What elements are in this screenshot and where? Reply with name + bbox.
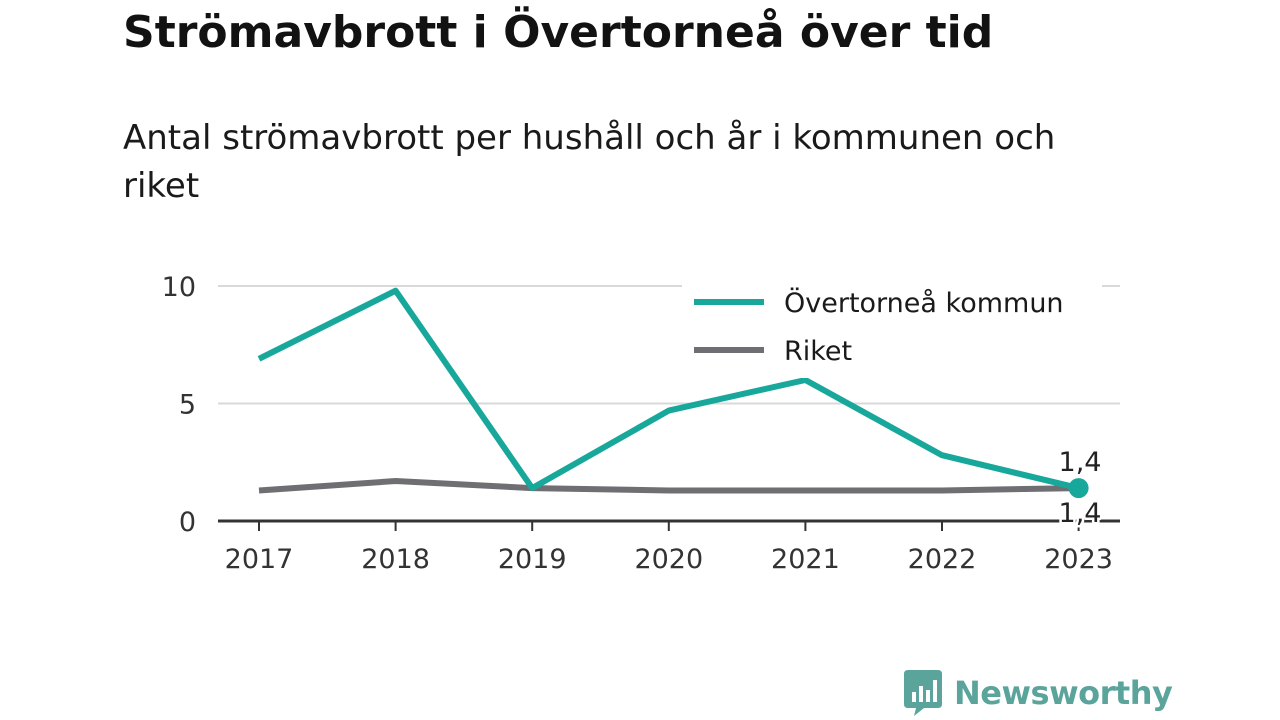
end-point-marker (1068, 478, 1089, 499)
line-chart: 0 5 10 2017 2018 2019 2020 2021 2022 2023 1,4 1,4 Öv… (162, 272, 1120, 575)
legend-label: Riket (784, 336, 852, 367)
legend-label: Övertorneå kommun (784, 287, 1064, 319)
newsworthy-logo: Newsworthy (902, 668, 1173, 718)
legend-background (682, 278, 1102, 378)
y-tick-label: 10 (162, 272, 196, 303)
x-tick-label: 2018 (361, 544, 430, 575)
x-tick-label: 2022 (908, 544, 977, 575)
series-line-overtornea-kommun (257, 287, 1080, 492)
newsworthy-logo-text: Newsworthy (954, 674, 1173, 712)
x-tick-label: 2023 (1044, 544, 1113, 575)
end-value-label: 1,4 (1059, 498, 1102, 529)
x-tick-label: 2020 (634, 544, 703, 575)
series-line-riket (258, 478, 1079, 494)
x-tick-label: 2019 (498, 544, 567, 575)
y-tick-label: 5 (179, 390, 196, 421)
chart-title: Strömavbrott i Övertorneå över tid (123, 7, 994, 58)
end-value-label: 1,4 (1059, 447, 1102, 478)
y-tick-label: 0 (179, 507, 196, 538)
newsworthy-logo-icon (904, 670, 942, 716)
x-tick-label: 2021 (771, 544, 840, 575)
chart-subtitle: Antal strömavbrott per hushåll och år i … (123, 118, 1056, 206)
x-tick-label: 2017 (225, 544, 294, 575)
